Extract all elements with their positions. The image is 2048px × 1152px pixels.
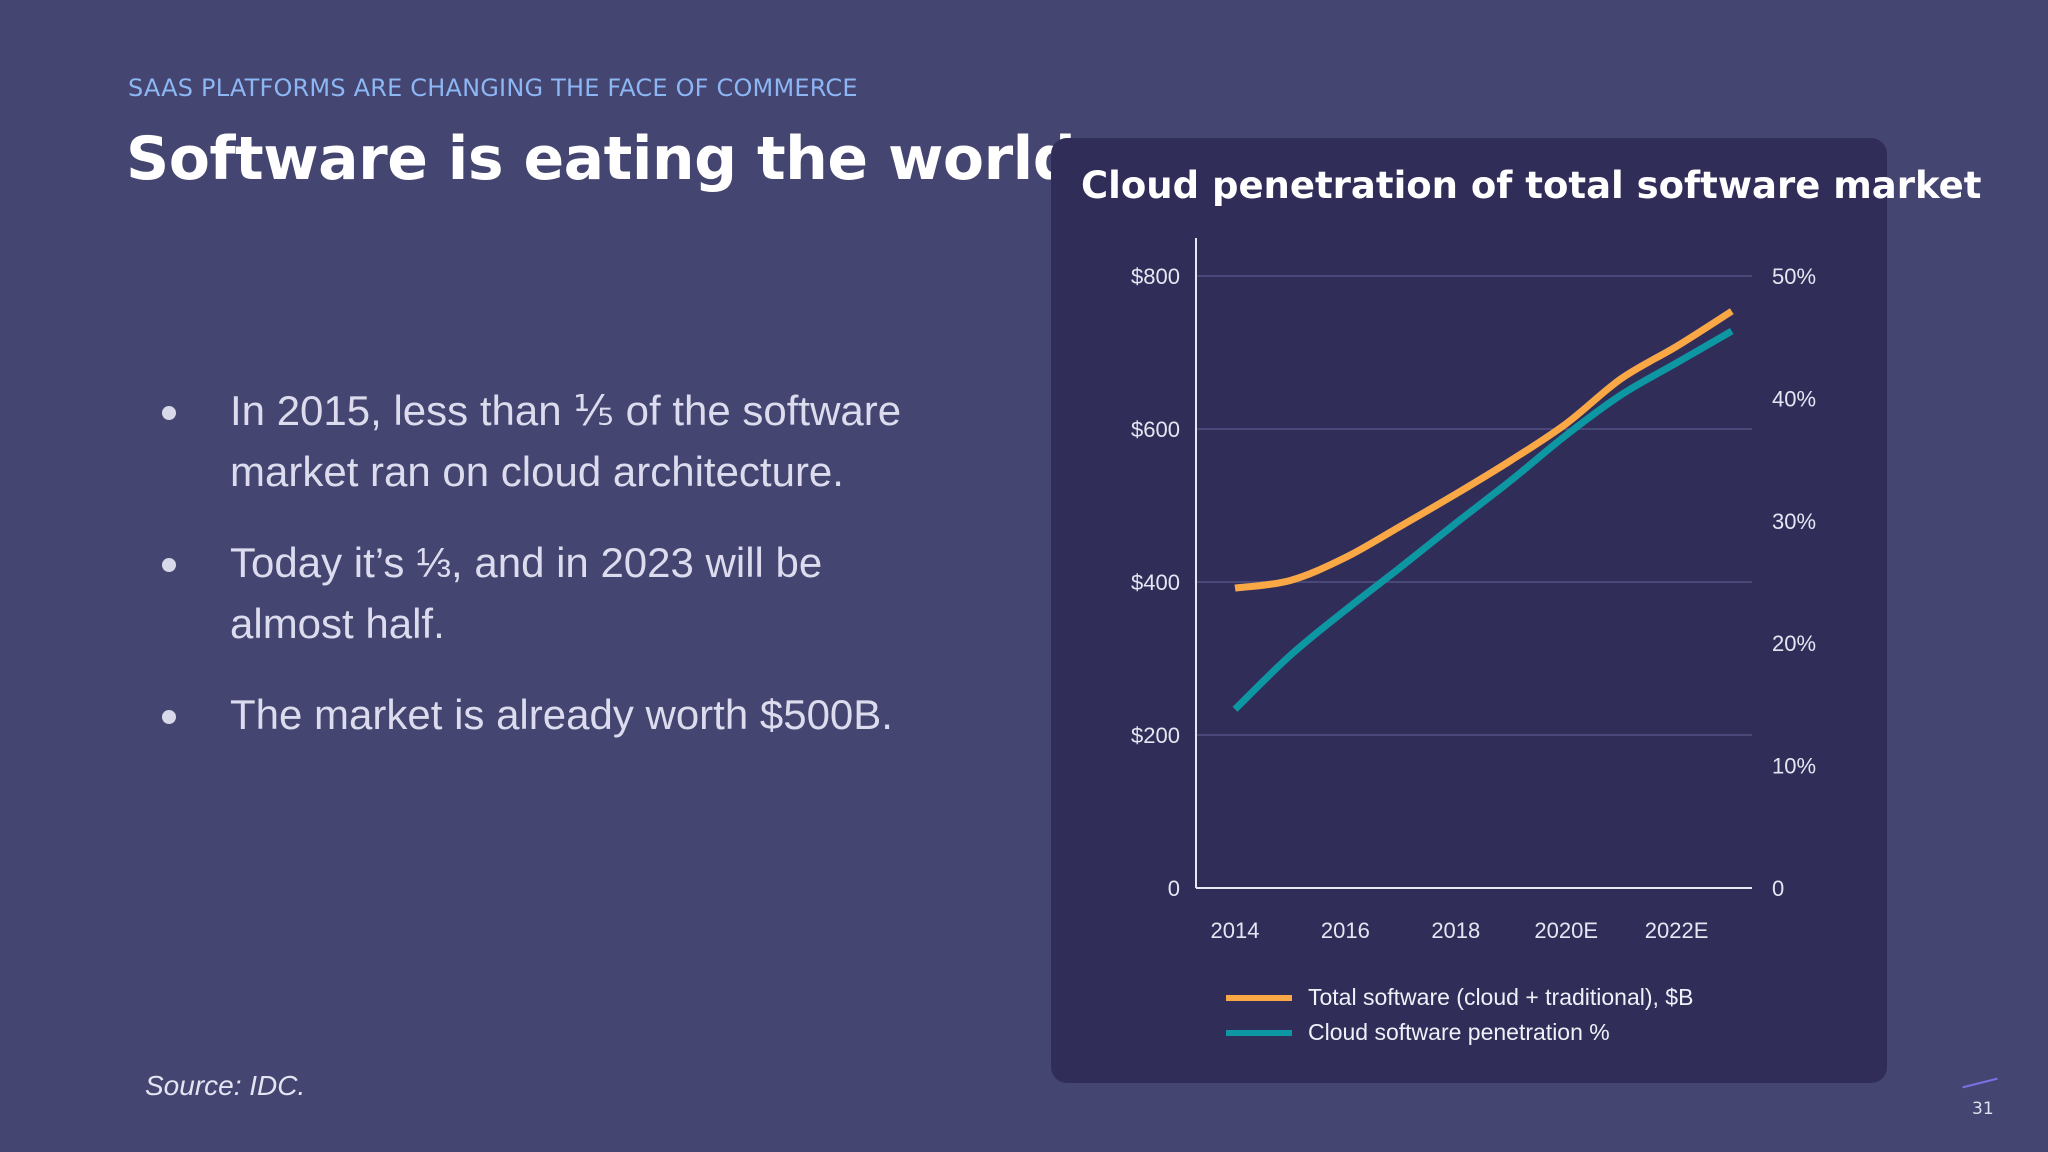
chart-panel <box>1051 138 1887 1083</box>
series-line-total-software <box>1234 308 1734 592</box>
slide-title: Software is eating the world <box>126 124 1076 194</box>
bullet-item: Today it’s ⅓, and in 2023 will be almost… <box>160 532 940 654</box>
legend-item-total: Total software (cloud + traditional), $B <box>1226 980 1693 1015</box>
bullet-text: Today it’s ⅓, and in 2023 will be almost… <box>230 539 823 647</box>
x-tick-label: 2016 <box>1321 918 1370 943</box>
y-left-tick-label: $800 <box>1131 264 1180 289</box>
y-left-tick-label: 0 <box>1168 876 1180 901</box>
bullet-icon <box>162 558 176 572</box>
y-right-tick-label: 0 <box>1772 876 1784 901</box>
source-note: Source: IDC. <box>145 1070 306 1101</box>
x-tick-label: 2018 <box>1431 918 1480 943</box>
legend-swatch-cloud <box>1226 1029 1292 1036</box>
bullet-text: The market is already worth $500B. <box>230 691 893 738</box>
page-number: 31 <box>1972 1099 1994 1119</box>
chart-title: Cloud penetration of total software mark… <box>1081 164 1982 207</box>
y-left-tick-label: $600 <box>1131 417 1180 442</box>
y-right-tick-label: 10% <box>1772 754 1816 779</box>
legend-label-total: Total software (cloud + traditional), $B <box>1308 984 1694 1010</box>
x-tick-label: 2020E <box>1534 918 1598 943</box>
bullet-item: In 2015, less than ⅕ of the software mar… <box>160 380 940 502</box>
legend-swatch-total <box>1226 994 1292 1001</box>
legend-label-cloud: Cloud software penetration % <box>1308 1019 1610 1045</box>
series-line-cloud-penetration <box>1232 328 1734 712</box>
y-right-tick-label: 50% <box>1772 264 1816 289</box>
slide-eyebrow: SAAS PLATFORMS ARE CHANGING THE FACE OF … <box>128 74 858 102</box>
chart-legend: Total software (cloud + traditional), $B… <box>1226 980 1693 1050</box>
y-right-tick-label: 30% <box>1772 509 1816 534</box>
y-left-tick-label: $200 <box>1131 723 1180 748</box>
bullet-icon <box>162 406 176 420</box>
y-left-tick-label: $400 <box>1131 570 1180 595</box>
bullet-list: In 2015, less than ⅕ of the software mar… <box>160 380 940 775</box>
y-right-tick-label: 20% <box>1772 631 1816 656</box>
bullet-item: The market is already worth $500B. <box>160 684 940 745</box>
legend-item-cloud: Cloud software penetration % <box>1226 1015 1693 1050</box>
bullet-text: In 2015, less than ⅕ of the software mar… <box>230 387 902 495</box>
bullet-icon <box>162 710 176 724</box>
y-right-tick-label: 40% <box>1772 386 1816 411</box>
x-tick-label: 2014 <box>1211 918 1260 943</box>
x-tick-label: 2022E <box>1645 918 1709 943</box>
